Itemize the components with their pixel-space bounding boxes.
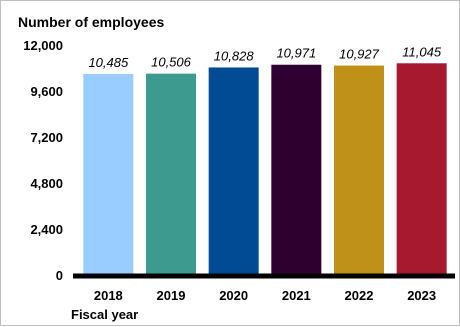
data-label-2020: 10,828 [214, 48, 255, 63]
x-tick-label: 2021 [282, 288, 311, 303]
x-axis-ticks: 2018 2019 2020 2021 2022 2023 [94, 288, 436, 303]
y-tick-label: 9,600 [30, 84, 63, 99]
bars [83, 63, 447, 276]
data-label-2021: 10,971 [276, 46, 316, 61]
y-tick-label: 7,200 [30, 130, 63, 145]
data-label-2019: 10,506 [151, 55, 192, 70]
data-label-2023: 11,045 [402, 44, 442, 59]
bar-2023 [396, 63, 447, 275]
data-labels: 10,485 10,506 10,828 10,971 10,927 11,045 [88, 44, 441, 70]
x-axis-label: Fiscal year [71, 307, 138, 322]
bar-2019 [146, 73, 196, 275]
y-tick-label: 12,000 [23, 38, 63, 53]
bar-2022 [334, 65, 384, 276]
y-tick-label: 2,400 [30, 222, 63, 237]
x-tick-label: 2023 [407, 288, 436, 303]
x-tick-label: 2018 [94, 288, 123, 303]
x-tick-label: 2022 [345, 288, 374, 303]
y-tick-label: 0 [56, 268, 63, 283]
data-label-2022: 10,927 [339, 47, 380, 62]
y-axis-ticks: 0 2,400 4,800 7,200 9,600 12,000 [23, 38, 63, 283]
bar-2020 [208, 67, 259, 275]
bar-2021 [271, 64, 322, 275]
x-tick-label: 2019 [157, 288, 186, 303]
y-tick-label: 4,800 [30, 176, 63, 191]
data-label-2018: 10,485 [88, 55, 129, 70]
x-tick-label: 2020 [219, 288, 248, 303]
bar-2018 [83, 74, 134, 275]
chart-title: Number of employees [18, 14, 164, 30]
